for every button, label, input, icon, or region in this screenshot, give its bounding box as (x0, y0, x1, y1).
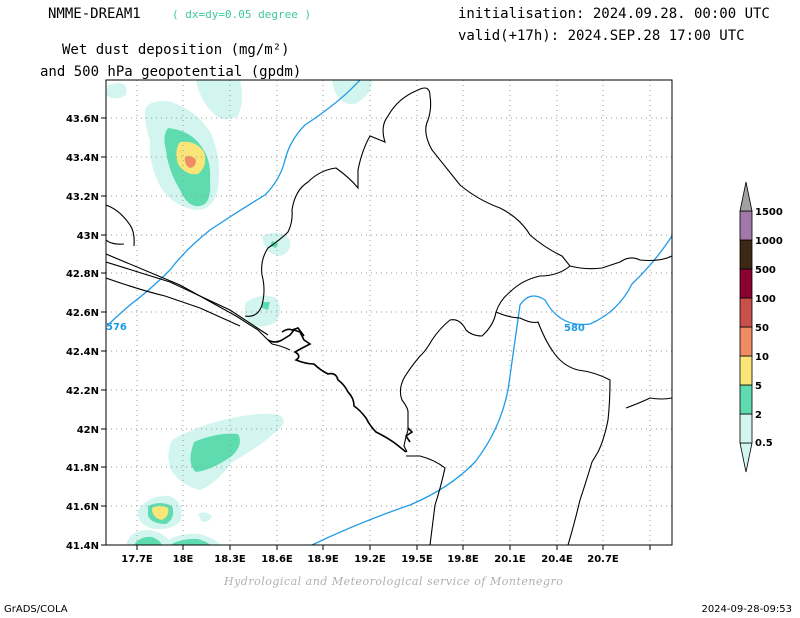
lat-tick-label: 42.6N (66, 308, 99, 319)
legend-label: 50 (755, 323, 769, 334)
lat-tick-label: 41.6N (66, 502, 99, 513)
lon-tick-label: 19.2E (354, 554, 386, 565)
lon-tick-label: 20.7E (587, 554, 619, 565)
contour-label-576: 576 (106, 322, 127, 333)
field-title-line1: Wet dust deposition (mg/m²) (62, 42, 290, 58)
legend-swatch (739, 384, 753, 415)
lat-tick-label: 41.8N (66, 463, 99, 474)
software-label: GrADS/COLA (4, 604, 68, 615)
lon-tick-label: 20.4E (541, 554, 573, 565)
legend-label: 1500 (755, 207, 783, 218)
lat-tick-label: 42.8N (66, 269, 99, 280)
legend-swatch (739, 297, 753, 328)
lon-tick-label: 19.8E (447, 554, 479, 565)
legend-swatch (739, 239, 753, 270)
lat-tick-label: 42.4N (66, 347, 99, 358)
lon-tick-label: 18E (173, 554, 194, 565)
lon-tick-label: 19.5E (401, 554, 433, 565)
legend-swatch (739, 413, 753, 444)
legend-label: 100 (755, 294, 776, 305)
longitude-labels: 17.7E 18E 18.3E 18.6E 18.9E 19.2E 19.5E … (121, 554, 619, 565)
coastline (267, 327, 414, 453)
field-title-line2: and 500 hPa geopotential (gpdm) (40, 64, 302, 80)
legend-label: 10 (755, 352, 769, 363)
initialisation-time: initialisation: 2024.09.28. 00:00 UTC (458, 6, 770, 22)
lat-tick-label: 42.2N (66, 386, 99, 397)
map-plot-area: 576 580 (106, 80, 672, 545)
contour-576 (107, 80, 361, 326)
axis-ticks (101, 117, 651, 550)
legend-swatch (739, 210, 753, 241)
lat-tick-label: 43.6N (66, 114, 99, 125)
legend-label: 5 (755, 381, 762, 392)
contour-580 (311, 235, 672, 545)
country-borders (106, 87, 672, 545)
lat-tick-label: 43.4N (66, 153, 99, 164)
lon-tick-label: 18.9E (307, 554, 339, 565)
lon-tick-label: 17.7E (121, 554, 153, 565)
geopotential-contours (107, 80, 672, 545)
lat-tick-label: 43N (77, 231, 99, 242)
legend-label: 2 (755, 410, 762, 421)
lon-tick-label: 18.6E (261, 554, 293, 565)
latitude-labels: 43.6N 43.4N 43.2N 43N 42.8N 42.6N 42.4N … (66, 114, 99, 552)
color-legend (739, 181, 753, 473)
legend-swatch (739, 268, 753, 299)
lon-tick-label: 20.1E (494, 554, 526, 565)
legend-arrow-high (739, 181, 753, 212)
resolution-label: ( dx=dy=0.05 degree ) (172, 8, 312, 21)
legend-label: 0.5 (755, 438, 773, 449)
contour-label-580: 580 (564, 323, 585, 334)
lat-tick-label: 41.4N (66, 541, 99, 552)
legend-labels: 0.5 2 5 10 50 100 500 1000 1500 (755, 207, 783, 449)
legend-swatch (739, 326, 753, 357)
lon-tick-label: 18.3E (214, 554, 246, 565)
render-timestamp: 2024-09-28-09:53 (701, 604, 792, 615)
dust-shading (106, 80, 372, 545)
lat-tick-label: 43.2N (66, 192, 99, 203)
lat-tick-label: 42N (77, 425, 99, 436)
legend-arrow-low (739, 442, 753, 473)
legend-label: 500 (755, 265, 776, 276)
model-name: NMME-DREAM1 (48, 6, 141, 22)
legend-label: 1000 (755, 236, 783, 247)
valid-time: valid(+17h): 2024.SEP.28 17:00 UTC (458, 28, 745, 44)
legend-swatch (739, 355, 753, 386)
agency-credit: Hydrological and Meteorological service … (224, 575, 564, 588)
